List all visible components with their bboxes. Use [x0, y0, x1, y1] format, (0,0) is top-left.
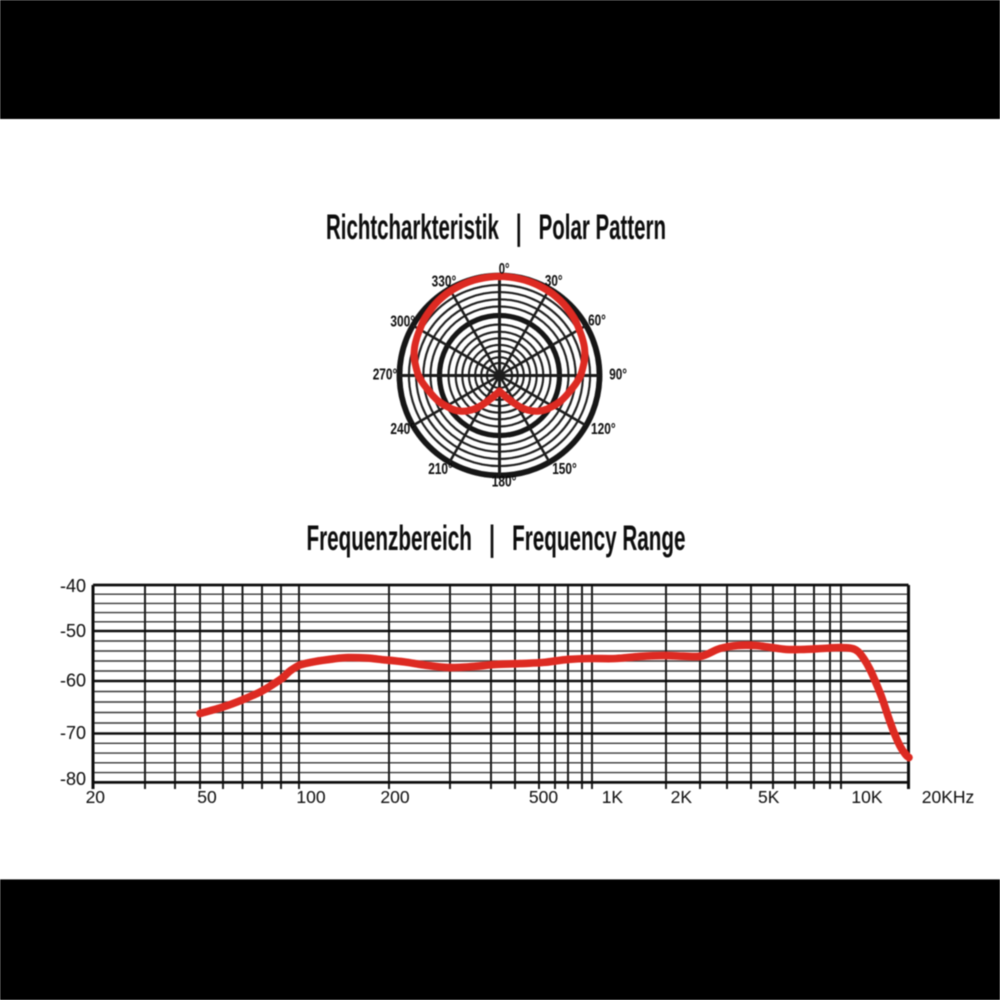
svg-text:Frequenzbereich | Frequenc: Frequenzbereich | Frequency Range: [307, 519, 686, 558]
svg-text:330°: 330°: [432, 273, 457, 290]
svg-text:150°: 150°: [552, 461, 577, 478]
svg-text:180°: 180°: [492, 474, 517, 491]
svg-text:-70: -70: [60, 723, 86, 743]
svg-text:20: 20: [86, 787, 106, 807]
svg-text:210°: 210°: [428, 461, 453, 478]
svg-text:2K: 2K: [671, 787, 693, 807]
svg-text:-50: -50: [60, 621, 86, 641]
svg-text:Richtcharkteristik | Polar: Richtcharkteristik | Polar Pattern: [326, 208, 666, 247]
svg-text:240°: 240°: [390, 421, 415, 438]
svg-text:20KHz: 20KHz: [922, 787, 975, 807]
svg-text:500: 500: [529, 787, 558, 807]
svg-text:30°: 30°: [545, 273, 563, 290]
svg-text:100: 100: [296, 787, 325, 807]
svg-text:200: 200: [380, 787, 409, 807]
svg-text:300°: 300°: [390, 314, 415, 331]
svg-text:5K: 5K: [758, 787, 780, 807]
svg-text:120°: 120°: [591, 421, 616, 438]
svg-text:-40: -40: [60, 576, 86, 596]
svg-text:0°: 0°: [499, 261, 510, 278]
svg-text:270°: 270°: [373, 367, 398, 384]
svg-text:60°: 60°: [588, 313, 606, 330]
svg-text:1K: 1K: [602, 787, 624, 807]
svg-text:90°: 90°: [609, 367, 627, 384]
svg-text:-80: -80: [60, 769, 86, 789]
svg-text:50: 50: [197, 787, 217, 807]
svg-text:10K: 10K: [851, 787, 882, 807]
svg-text:-60: -60: [60, 670, 86, 690]
